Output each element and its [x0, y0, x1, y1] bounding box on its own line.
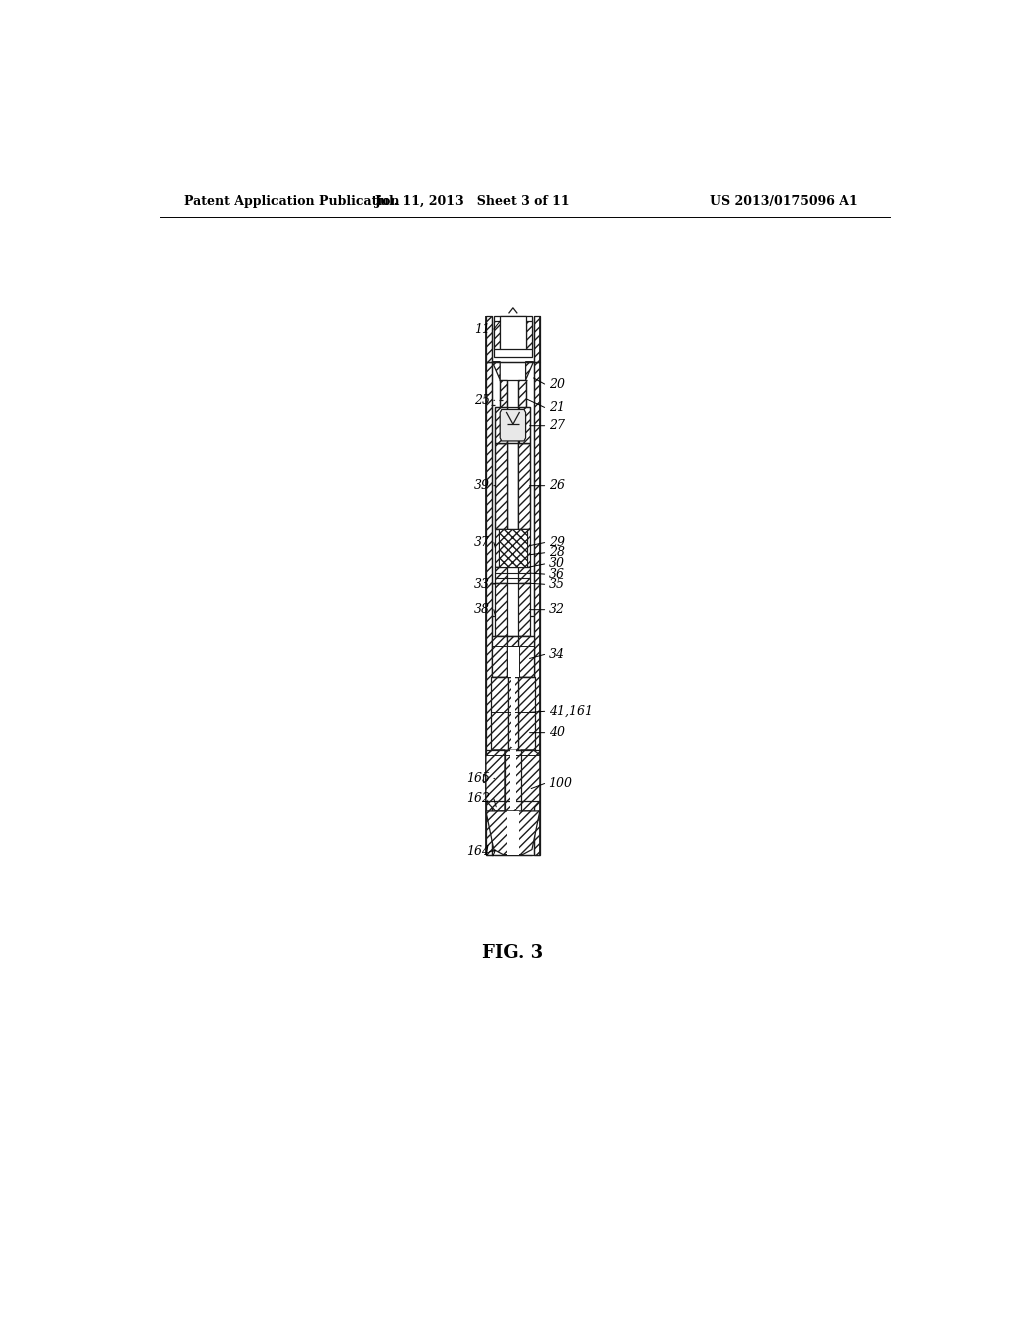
Text: 26: 26: [549, 479, 564, 492]
Bar: [499, 529, 527, 568]
Bar: [518, 444, 530, 529]
Bar: [494, 321, 500, 350]
Text: 25: 25: [474, 393, 489, 407]
Bar: [511, 677, 515, 747]
Bar: [496, 583, 507, 636]
Text: 27: 27: [549, 420, 564, 432]
Text: 11: 11: [474, 322, 489, 335]
Text: 38: 38: [474, 603, 489, 616]
Bar: [507, 810, 519, 854]
Text: 40: 40: [549, 726, 564, 739]
Polygon shape: [500, 409, 525, 441]
Bar: [508, 636, 518, 677]
Polygon shape: [486, 750, 505, 810]
Bar: [527, 529, 530, 568]
Text: US 2013/0175096 A1: US 2013/0175096 A1: [711, 194, 858, 207]
Text: 28: 28: [549, 546, 564, 560]
Text: 32: 32: [549, 603, 564, 616]
Text: 21: 21: [549, 401, 564, 414]
Bar: [507, 647, 519, 677]
Text: 37: 37: [474, 536, 489, 549]
Polygon shape: [521, 750, 540, 810]
Text: 29: 29: [549, 536, 564, 549]
Bar: [518, 636, 534, 677]
Text: 20: 20: [549, 378, 564, 391]
Text: 100: 100: [549, 777, 572, 789]
Text: FIG. 3: FIG. 3: [482, 944, 544, 962]
Bar: [519, 408, 530, 444]
Polygon shape: [486, 810, 540, 854]
Bar: [525, 321, 531, 350]
Bar: [496, 444, 507, 529]
Text: 164: 164: [466, 845, 489, 858]
Bar: [496, 568, 507, 583]
Bar: [507, 636, 518, 677]
Bar: [486, 315, 493, 362]
Bar: [500, 315, 525, 350]
Bar: [496, 529, 499, 568]
Text: 34: 34: [549, 648, 564, 661]
Bar: [507, 444, 518, 529]
Bar: [493, 362, 534, 854]
Bar: [518, 677, 536, 750]
Bar: [508, 677, 518, 750]
Text: 39: 39: [474, 479, 489, 492]
Bar: [518, 380, 525, 529]
Bar: [490, 677, 508, 750]
Bar: [510, 750, 516, 809]
Text: 165: 165: [466, 772, 489, 785]
Text: 36: 36: [549, 568, 564, 581]
Text: 41,161: 41,161: [549, 705, 593, 718]
Bar: [507, 583, 518, 636]
Bar: [534, 362, 540, 854]
Text: 33: 33: [474, 578, 489, 591]
Bar: [493, 636, 507, 677]
Bar: [507, 380, 518, 529]
Bar: [500, 380, 507, 529]
Bar: [496, 408, 507, 444]
Bar: [534, 315, 540, 362]
Bar: [505, 750, 521, 810]
Polygon shape: [525, 362, 534, 380]
Bar: [518, 568, 530, 583]
Text: 162: 162: [466, 792, 489, 805]
Polygon shape: [493, 362, 500, 380]
Text: Jul. 11, 2013   Sheet 3 of 11: Jul. 11, 2013 Sheet 3 of 11: [376, 194, 571, 207]
Bar: [494, 315, 531, 356]
Bar: [482, 775, 485, 783]
Bar: [518, 583, 530, 636]
Text: 30: 30: [549, 557, 564, 570]
Bar: [486, 362, 493, 854]
Text: 35: 35: [549, 578, 564, 591]
Text: Patent Application Publication: Patent Application Publication: [183, 194, 399, 207]
